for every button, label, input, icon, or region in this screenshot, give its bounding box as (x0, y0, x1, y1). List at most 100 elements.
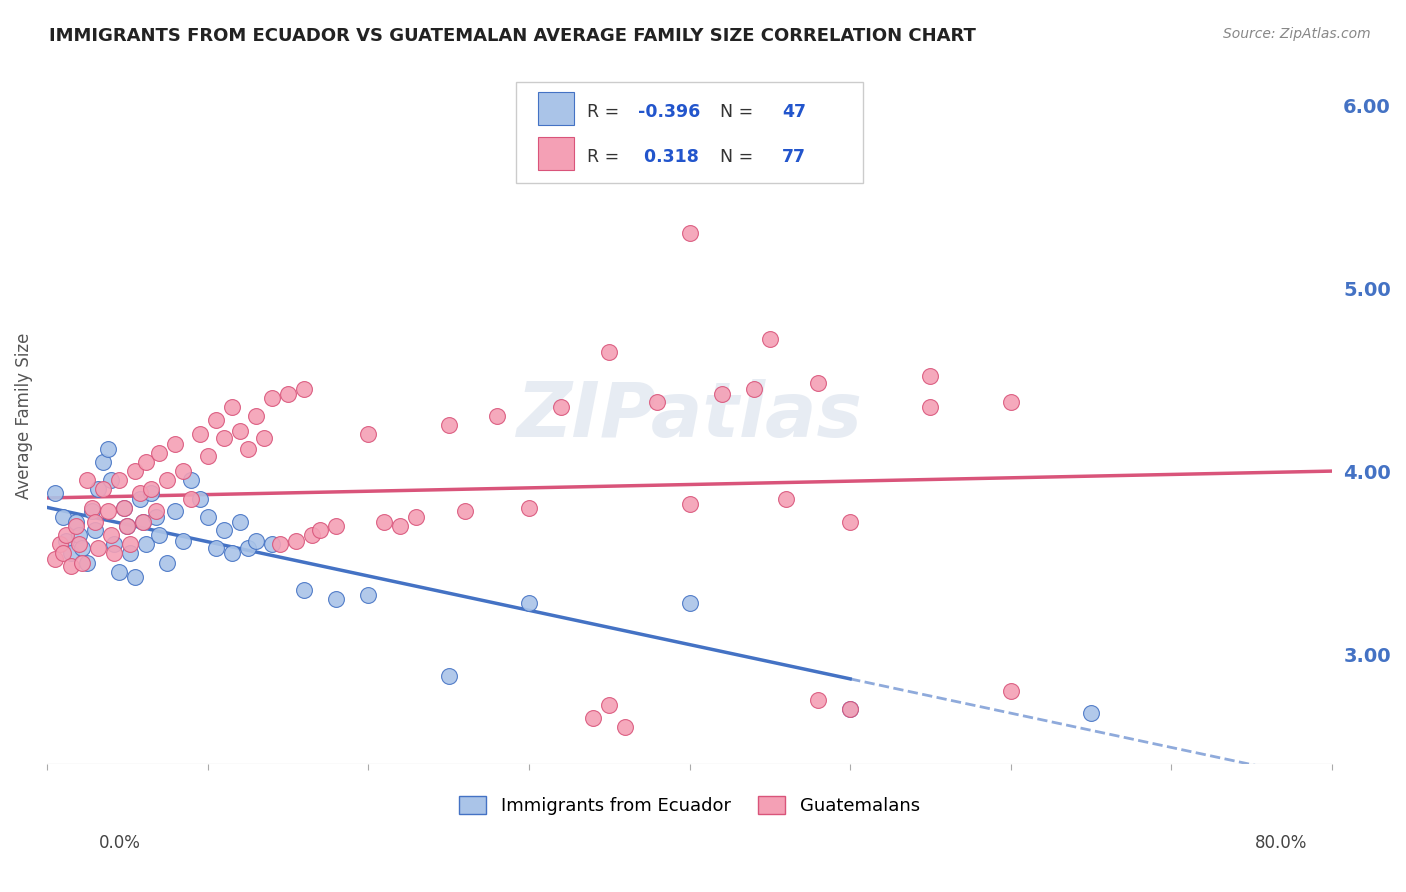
Text: 80.0%: 80.0% (1256, 834, 1308, 852)
Point (52, 546, 75, 560)
Point (437, 418, 460, 433)
Point (357, 589, 380, 603)
Point (260, 391, 283, 405)
Point (292, 382, 315, 396)
Point (44, 552, 66, 566)
Point (70, 541, 93, 555)
Point (76, 556, 98, 570)
Point (67, 528, 90, 542)
Point (678, 596, 700, 610)
Point (124, 464, 146, 478)
Point (115, 519, 138, 533)
Text: -0.396: -0.396 (638, 103, 700, 121)
Text: Source: ZipAtlas.com: Source: ZipAtlas.com (1223, 27, 1371, 41)
Point (245, 409, 267, 424)
Point (135, 537, 157, 551)
Point (141, 483, 163, 497)
Point (437, 669, 460, 683)
Point (148, 528, 170, 542)
Point (52, 509, 75, 524)
Point (269, 537, 291, 551)
Point (145, 509, 167, 524)
Point (236, 442, 259, 456)
Text: 47: 47 (782, 103, 806, 121)
Point (228, 516, 250, 530)
Point (87, 483, 110, 497)
Point (132, 516, 155, 530)
Point (103, 546, 125, 560)
Point (1000, 394, 1022, 409)
Point (647, 394, 669, 409)
Point (839, 702, 862, 716)
Point (277, 387, 299, 401)
Point (1080, 706, 1102, 720)
Point (212, 431, 235, 445)
Point (517, 596, 540, 610)
Point (80, 504, 103, 518)
Point (76, 473, 98, 487)
Point (221, 546, 243, 560)
Point (180, 491, 202, 506)
Point (91, 455, 114, 469)
Point (204, 413, 226, 427)
Text: R =: R = (586, 103, 624, 121)
FancyBboxPatch shape (516, 82, 863, 183)
Point (453, 504, 475, 518)
Point (485, 409, 508, 424)
Point (84, 523, 107, 537)
Y-axis label: Average Family Size: Average Family Size (15, 333, 32, 500)
Point (221, 400, 243, 414)
Point (807, 376, 830, 391)
Text: 0.318: 0.318 (638, 148, 699, 166)
Point (108, 473, 131, 487)
Point (180, 473, 202, 487)
Point (70, 556, 93, 570)
Point (245, 533, 267, 548)
Point (228, 424, 250, 438)
Point (100, 528, 122, 542)
Point (678, 226, 700, 240)
Point (129, 486, 152, 500)
Point (112, 500, 135, 515)
Point (80, 500, 103, 515)
Point (97, 504, 120, 518)
Point (48, 537, 70, 551)
Point (172, 533, 194, 548)
Point (598, 698, 620, 713)
Text: 0.0%: 0.0% (98, 834, 141, 852)
Point (65, 519, 87, 533)
Point (920, 368, 942, 383)
Point (759, 332, 782, 346)
Point (115, 519, 138, 533)
Text: R =: R = (586, 148, 624, 166)
Point (67, 537, 90, 551)
FancyBboxPatch shape (538, 137, 574, 170)
Point (87, 541, 110, 555)
Point (710, 387, 733, 401)
Point (156, 473, 179, 487)
Point (165, 504, 187, 518)
Point (197, 450, 219, 464)
Point (325, 519, 347, 533)
Point (129, 491, 152, 506)
Point (124, 570, 146, 584)
Point (807, 693, 830, 707)
Text: IMMIGRANTS FROM ECUADOR VS GUATEMALAN AVERAGE FAMILY SIZE CORRELATION CHART: IMMIGRANTS FROM ECUADOR VS GUATEMALAN AV… (49, 27, 976, 45)
Point (212, 523, 235, 537)
Point (97, 442, 120, 456)
Point (84, 516, 107, 530)
Point (91, 483, 114, 497)
Point (582, 711, 605, 725)
Point (389, 519, 412, 533)
Point (920, 400, 942, 414)
Point (156, 556, 179, 570)
Point (59, 546, 82, 560)
Point (678, 497, 700, 511)
Point (309, 523, 332, 537)
Point (598, 345, 620, 359)
Point (775, 491, 797, 506)
Point (284, 533, 307, 548)
Point (550, 400, 572, 414)
Point (55, 533, 77, 548)
Point (188, 427, 211, 442)
